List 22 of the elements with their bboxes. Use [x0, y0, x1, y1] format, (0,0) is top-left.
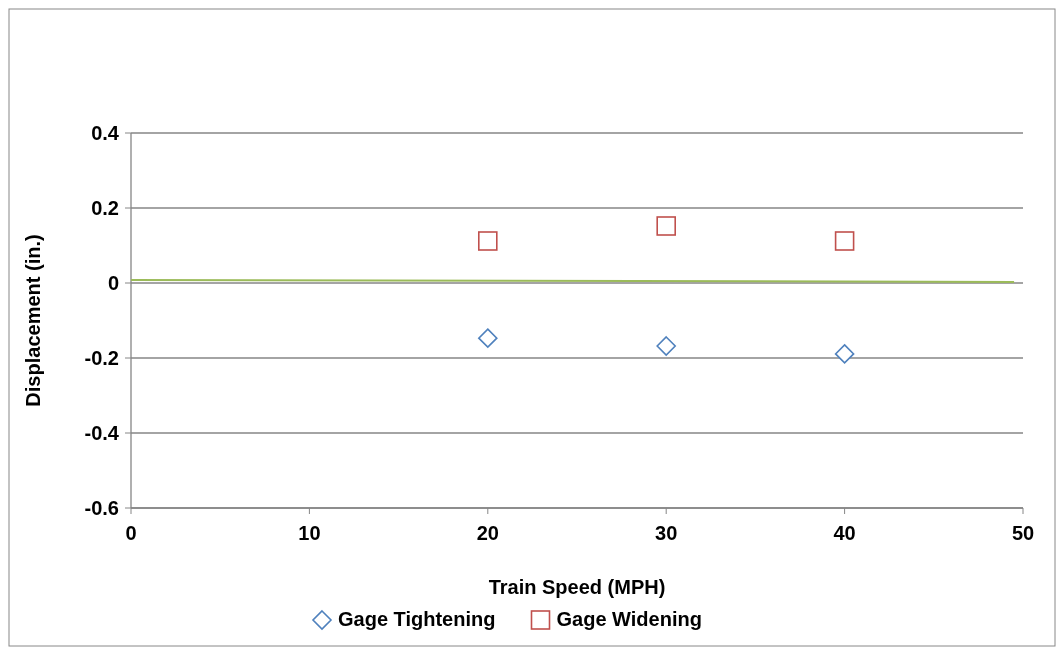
point [656, 216, 676, 236]
x-tick-label: 40 [833, 522, 856, 544]
x-axis-title: Train Speed (MPH) [488, 576, 666, 598]
x-tick-label: 30 [655, 522, 678, 544]
x-tick-label: 0 [125, 522, 137, 544]
y-tick-label: 0 [107, 272, 119, 294]
legend-label: Gage Tightening [338, 608, 496, 630]
y-tick-label: -0.6 [84, 497, 119, 519]
point [834, 344, 855, 364]
point [656, 336, 676, 356]
y-axis-title: Displacement (in.) [22, 234, 44, 407]
y-tick-label: -0.4 [84, 422, 120, 444]
y-tick-label: 0.2 [91, 197, 119, 219]
x-tick-label: 20 [476, 522, 499, 544]
point [478, 231, 498, 251]
x-tick-label: 10 [298, 522, 321, 544]
legend-label: Gage Widening [556, 608, 702, 630]
y-tick-label: -0.2 [84, 347, 119, 369]
point [478, 328, 498, 348]
x-tick-label: 50 [1011, 522, 1035, 544]
y-tick-label: 0.4 [91, 122, 120, 144]
point [834, 231, 855, 251]
